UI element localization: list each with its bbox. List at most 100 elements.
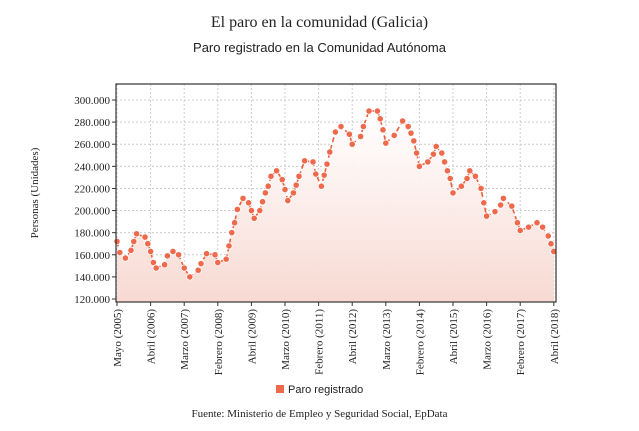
data-point[interactable] — [508, 202, 516, 210]
data-point[interactable] — [550, 247, 558, 256]
data-point[interactable] — [407, 129, 415, 137]
data-point[interactable] — [163, 252, 171, 260]
data-point[interactable] — [337, 122, 345, 131]
data-point[interactable] — [480, 199, 488, 207]
data-point[interactable] — [477, 184, 485, 193]
data-point[interactable] — [312, 170, 320, 178]
data-point[interactable] — [348, 140, 356, 148]
data-point[interactable] — [281, 185, 289, 194]
data-point[interactable] — [449, 189, 457, 197]
data-point[interactable] — [284, 197, 292, 205]
data-point[interactable] — [382, 139, 390, 147]
data-point[interactable] — [186, 273, 194, 281]
data-point[interactable] — [211, 251, 219, 259]
legend[interactable]: Paro registrado — [276, 384, 363, 396]
data-point[interactable] — [141, 233, 149, 241]
data-point[interactable] — [412, 149, 421, 157]
x-tick-label: Febrero (2011) — [314, 309, 326, 375]
data-point[interactable] — [356, 132, 365, 141]
data-point[interactable] — [345, 130, 353, 138]
data-point[interactable] — [152, 264, 160, 272]
data-point[interactable] — [116, 248, 124, 257]
data-point[interactable] — [225, 242, 233, 250]
data-point[interactable] — [149, 258, 157, 267]
data-point[interactable] — [228, 229, 236, 237]
x-tick-label: Abril (2018) — [549, 309, 561, 365]
data-point[interactable] — [457, 182, 465, 190]
data-point[interactable] — [446, 174, 454, 183]
data-point[interactable] — [415, 162, 423, 170]
data-point[interactable] — [331, 128, 339, 136]
x-tick-label: Marzo (2016) — [482, 309, 494, 370]
data-point[interactable] — [429, 150, 437, 158]
data-point[interactable] — [496, 201, 505, 209]
data-point[interactable] — [317, 182, 325, 190]
data-point[interactable] — [161, 261, 169, 269]
data-point[interactable] — [376, 115, 384, 123]
data-point[interactable] — [272, 167, 281, 175]
data-point[interactable] — [245, 199, 253, 207]
data-point[interactable] — [524, 223, 533, 231]
data-point[interactable] — [147, 247, 155, 256]
data-point[interactable] — [471, 172, 479, 180]
data-point[interactable] — [482, 212, 491, 220]
data-point[interactable] — [289, 189, 297, 197]
data-point[interactable] — [300, 157, 309, 165]
data-point[interactable] — [292, 181, 300, 189]
data-point[interactable] — [264, 182, 272, 190]
data-point[interactable] — [440, 158, 449, 166]
data-point[interactable] — [491, 208, 499, 216]
data-point[interactable] — [239, 194, 247, 202]
data-point[interactable] — [256, 206, 264, 215]
data-point[interactable] — [365, 107, 373, 115]
data-point[interactable] — [295, 172, 303, 180]
data-point[interactable] — [203, 250, 211, 258]
data-point[interactable] — [121, 254, 130, 262]
data-point[interactable] — [250, 214, 258, 222]
data-point[interactable] — [323, 160, 331, 168]
data-point[interactable] — [373, 107, 381, 115]
data-point[interactable] — [390, 131, 398, 139]
data-point[interactable] — [261, 189, 269, 197]
data-point[interactable] — [175, 251, 183, 259]
data-point[interactable] — [194, 266, 202, 274]
data-point[interactable] — [398, 117, 407, 125]
data-point[interactable] — [133, 230, 141, 238]
data-point[interactable] — [404, 122, 412, 131]
data-point[interactable] — [247, 206, 255, 215]
data-point[interactable] — [233, 205, 241, 214]
data-point[interactable] — [130, 237, 138, 246]
data-point[interactable] — [424, 158, 432, 166]
data-point[interactable] — [267, 172, 275, 180]
data-point[interactable] — [466, 167, 474, 175]
data-point[interactable] — [326, 148, 334, 156]
data-point[interactable] — [547, 240, 555, 248]
data-point[interactable] — [533, 219, 541, 227]
data-point[interactable] — [113, 237, 121, 246]
data-point[interactable] — [197, 260, 205, 268]
data-point[interactable] — [180, 264, 188, 272]
data-point[interactable] — [410, 137, 418, 145]
data-point[interactable] — [320, 171, 328, 179]
data-point[interactable] — [359, 122, 367, 131]
data-point[interactable] — [258, 198, 267, 206]
data-point[interactable] — [463, 174, 471, 183]
data-point[interactable] — [214, 258, 222, 267]
data-point[interactable] — [499, 194, 507, 202]
data-point[interactable] — [169, 247, 177, 256]
data-point[interactable] — [309, 158, 317, 166]
data-point[interactable] — [432, 142, 440, 151]
data-point[interactable] — [513, 219, 522, 227]
data-point[interactable] — [278, 176, 286, 184]
data-point[interactable] — [516, 226, 524, 235]
data-point[interactable] — [222, 255, 230, 263]
data-point[interactable] — [443, 167, 451, 175]
data-point[interactable] — [538, 223, 547, 231]
data-point[interactable] — [379, 126, 387, 134]
data-point[interactable] — [127, 246, 135, 254]
data-point[interactable] — [438, 149, 446, 157]
data-point[interactable] — [231, 219, 239, 227]
data-point[interactable] — [544, 232, 552, 240]
data-point[interactable] — [144, 240, 152, 248]
